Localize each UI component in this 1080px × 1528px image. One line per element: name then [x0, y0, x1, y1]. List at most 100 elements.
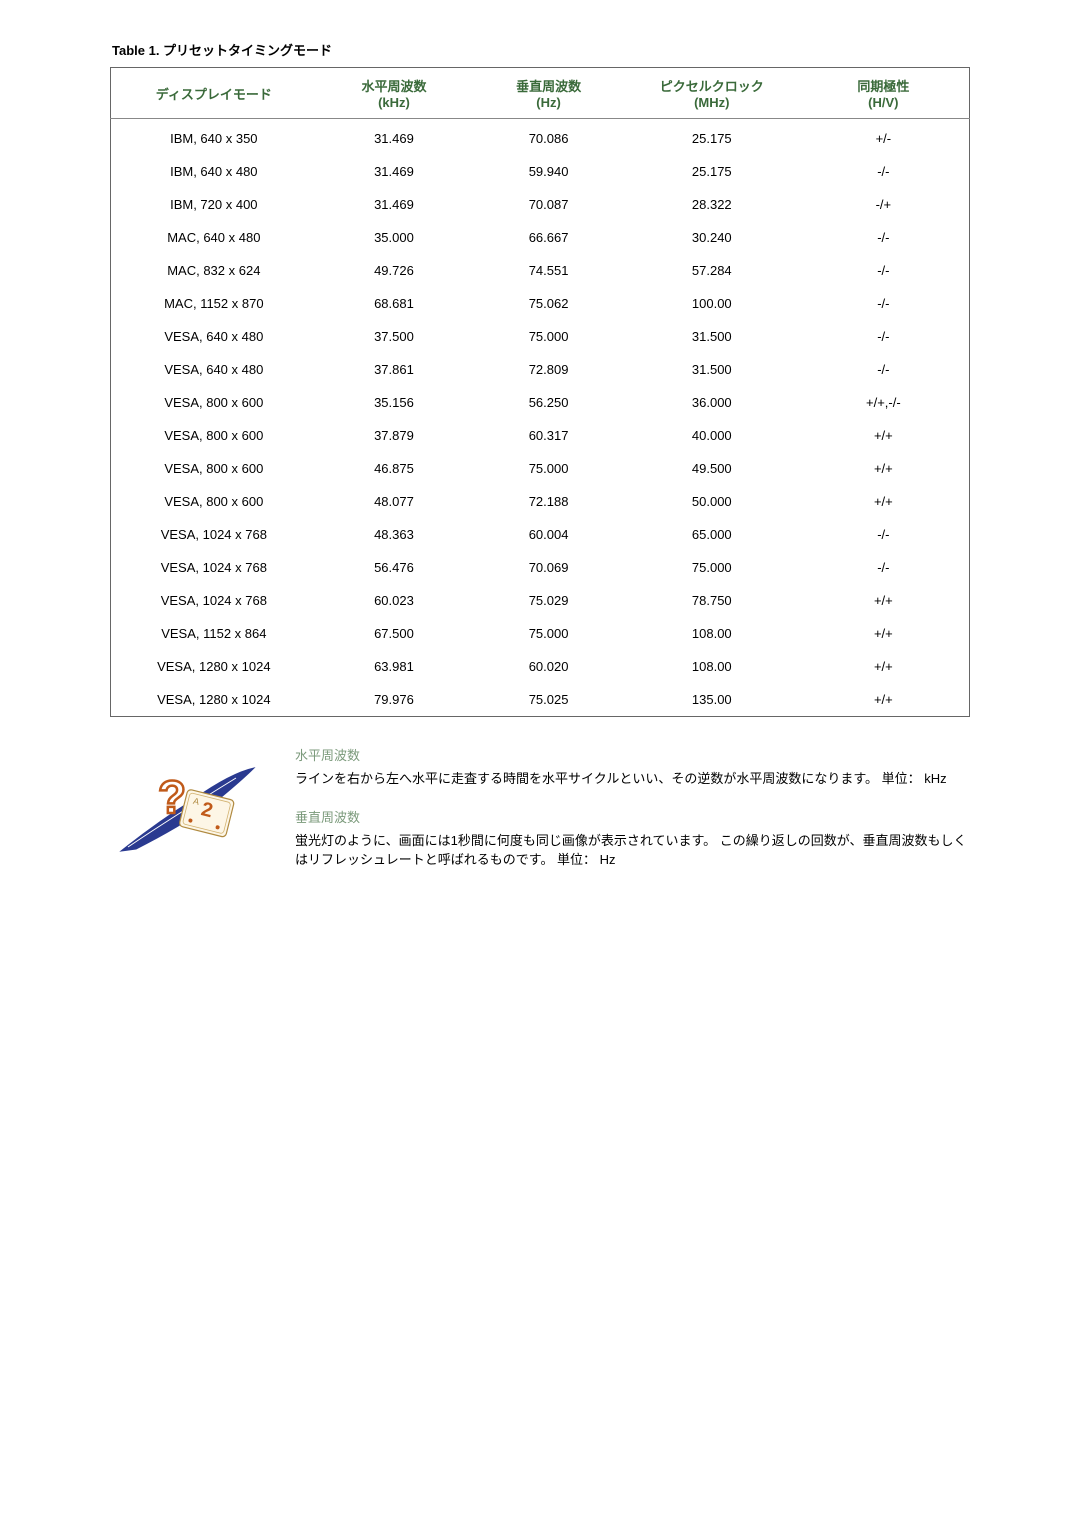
table-cell: +/+,-/-: [798, 386, 970, 419]
table-row: IBM, 640 x 48031.46959.94025.175-/-: [111, 155, 970, 188]
definition-text-cell: 水平周波数 ラインを右から左へ水平に走査する時間を水平サイクルといい、その逆数が…: [295, 745, 970, 888]
table-cell: VESA, 800 x 600: [111, 485, 317, 518]
table-cell: 37.500: [317, 320, 472, 353]
table-cell: 75.062: [471, 287, 626, 320]
table-cell: 31.469: [317, 155, 472, 188]
desc-horizontal-frequency: ラインを右から左へ水平に走査する時間を水平サイクルといい、その逆数が水平周波数に…: [295, 770, 970, 789]
term-vertical-frequency: 垂直周波数: [295, 807, 970, 826]
table-cell: +/+: [798, 584, 970, 617]
table-cell: 60.020: [471, 650, 626, 683]
table-cell: 46.875: [317, 452, 472, 485]
table-title: Table 1. プリセットタイミングモード: [112, 40, 970, 59]
table-cell: 60.317: [471, 419, 626, 452]
table-cell: 75.000: [471, 452, 626, 485]
table-cell: 30.240: [626, 221, 798, 254]
table-cell: 70.086: [471, 119, 626, 156]
table-cell: 75.025: [471, 683, 626, 717]
table-cell: 75.029: [471, 584, 626, 617]
col-label: 垂直周波数: [516, 79, 581, 94]
table-row: VESA, 800 x 60037.87960.31740.000+/+: [111, 419, 970, 452]
table-cell: 50.000: [626, 485, 798, 518]
table-row: VESA, 640 x 48037.50075.00031.500-/-: [111, 320, 970, 353]
table-cell: VESA, 1024 x 768: [111, 551, 317, 584]
table-cell: 65.000: [626, 518, 798, 551]
table-cell: 28.322: [626, 188, 798, 221]
table-cell: 59.940: [471, 155, 626, 188]
table-cell: 63.981: [317, 650, 472, 683]
notebook-pen-icon: ? 2 A: [116, 763, 271, 858]
table-cell: MAC, 832 x 624: [111, 254, 317, 287]
table-cell: 75.000: [471, 617, 626, 650]
table-row: VESA, 800 x 60048.07772.18850.000+/+: [111, 485, 970, 518]
table-cell: 75.000: [471, 320, 626, 353]
term-horizontal-frequency: 水平周波数: [295, 745, 970, 764]
table-row: VESA, 1152 x 86467.50075.000108.00+/+: [111, 617, 970, 650]
table-cell: +/+: [798, 419, 970, 452]
table-row: MAC, 832 x 62449.72674.55157.284-/-: [111, 254, 970, 287]
table-cell: VESA, 640 x 480: [111, 353, 317, 386]
table-cell: VESA, 1152 x 864: [111, 617, 317, 650]
table-row: MAC, 1152 x 87068.68175.062100.00-/-: [111, 287, 970, 320]
table-cell: -/-: [798, 254, 970, 287]
table-cell: 108.00: [626, 650, 798, 683]
table-cell: -/-: [798, 518, 970, 551]
table-cell: 68.681: [317, 287, 472, 320]
table-cell: VESA, 800 x 600: [111, 419, 317, 452]
table-row: VESA, 800 x 60046.87575.00049.500+/+: [111, 452, 970, 485]
col-header-mode: ディスプレイモード: [111, 68, 317, 119]
table-cell: -/-: [798, 551, 970, 584]
table-cell: 56.250: [471, 386, 626, 419]
table-cell: 100.00: [626, 287, 798, 320]
table-cell: MAC, 1152 x 870: [111, 287, 317, 320]
table-cell: +/+: [798, 485, 970, 518]
table-cell: 35.000: [317, 221, 472, 254]
table-row: VESA, 1280 x 102479.97675.025135.00+/+: [111, 683, 970, 717]
table-body: IBM, 640 x 35031.46970.08625.175+/-IBM, …: [111, 119, 970, 717]
table-cell: VESA, 1280 x 1024: [111, 683, 317, 717]
table-cell: +/+: [798, 683, 970, 717]
table-cell: -/+: [798, 188, 970, 221]
table-cell: -/-: [798, 155, 970, 188]
col-unit: (H/V): [802, 95, 965, 110]
table-cell: 60.004: [471, 518, 626, 551]
table-row: VESA, 1024 x 76856.47670.06975.000-/-: [111, 551, 970, 584]
table-cell: 31.469: [317, 119, 472, 156]
table-cell: 78.750: [626, 584, 798, 617]
col-unit: (MHz): [630, 95, 794, 110]
table-cell: 67.500: [317, 617, 472, 650]
table-row: VESA, 640 x 48037.86172.80931.500-/-: [111, 353, 970, 386]
definitions-section: ? 2 A 水平周波数 ラインを右から左へ水平に走査する時間を水平サイクルといい…: [110, 745, 970, 888]
table-cell: +/+: [798, 650, 970, 683]
table-cell: 56.476: [317, 551, 472, 584]
table-cell: 135.00: [626, 683, 798, 717]
table-row: VESA, 1024 x 76848.36360.00465.000-/-: [111, 518, 970, 551]
table-cell: 31.500: [626, 320, 798, 353]
table-cell: -/-: [798, 287, 970, 320]
col-unit: (kHz): [321, 95, 468, 110]
table-row: IBM, 640 x 35031.46970.08625.175+/-: [111, 119, 970, 156]
table-cell: VESA, 1280 x 1024: [111, 650, 317, 683]
table-cell: 25.175: [626, 155, 798, 188]
table-cell: MAC, 640 x 480: [111, 221, 317, 254]
table-cell: 108.00: [626, 617, 798, 650]
table-cell: VESA, 640 x 480: [111, 320, 317, 353]
table-cell: 72.809: [471, 353, 626, 386]
table-cell: IBM, 640 x 350: [111, 119, 317, 156]
table-cell: VESA, 1024 x 768: [111, 518, 317, 551]
table-row: VESA, 800 x 60035.15656.25036.000+/+,-/-: [111, 386, 970, 419]
col-header-pixelclock: ピクセルクロック (MHz): [626, 68, 798, 119]
col-unit: (Hz): [475, 95, 622, 110]
col-header-vfreq: 垂直周波数 (Hz): [471, 68, 626, 119]
table-cell: 36.000: [626, 386, 798, 419]
table-cell: +/+: [798, 452, 970, 485]
table-cell: +/+: [798, 617, 970, 650]
table-cell: -/-: [798, 353, 970, 386]
table-cell: 75.000: [626, 551, 798, 584]
col-label: ピクセルクロック: [660, 79, 764, 94]
desc-vertical-frequency: 蛍光灯のように、画面には1秒間に何度も同じ画像が表示されています。 この繰り返し…: [295, 832, 970, 870]
table-cell: 31.469: [317, 188, 472, 221]
table-row: MAC, 640 x 48035.00066.66730.240-/-: [111, 221, 970, 254]
col-label: 水平周波数: [361, 79, 426, 94]
table-cell: IBM, 640 x 480: [111, 155, 317, 188]
table-header-row: ディスプレイモード 水平周波数 (kHz) 垂直周波数 (Hz) ピクセルクロッ…: [111, 68, 970, 119]
